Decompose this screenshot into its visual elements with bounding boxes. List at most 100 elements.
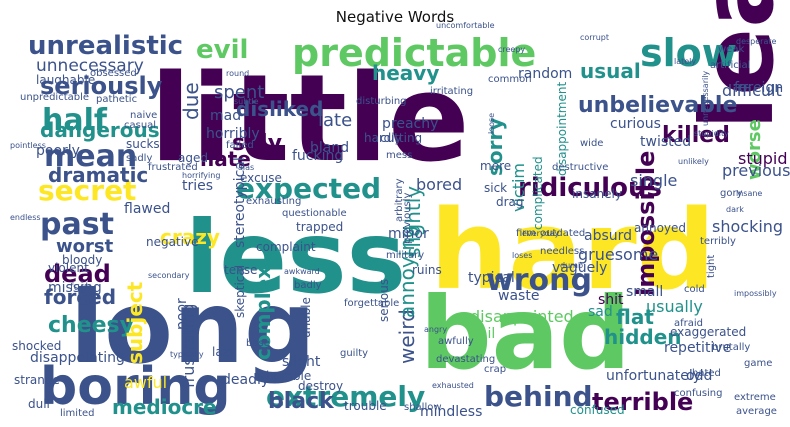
- word-mere: mere: [480, 159, 511, 173]
- word-casual: casual: [124, 120, 156, 131]
- word-excuse: excuse: [240, 171, 282, 185]
- word-black: black: [268, 389, 335, 414]
- word-dramatic: dramatic: [48, 163, 148, 187]
- word-bad: bad: [420, 275, 631, 392]
- word-difficult: difficult: [722, 81, 782, 100]
- word-terrible: terrible: [592, 388, 693, 416]
- word-stupidity: stupidity: [694, 129, 729, 138]
- word-dead: dead: [44, 260, 111, 288]
- word-late: late: [318, 110, 352, 131]
- word-devastating: devastating: [436, 354, 495, 365]
- word-extreme: extreme: [734, 392, 776, 403]
- word-seriously: seriously: [40, 72, 163, 100]
- word-half: half: [42, 103, 108, 138]
- word-less: less: [185, 199, 406, 316]
- word-previously: previously: [402, 192, 413, 244]
- word-destroy: destroy: [298, 379, 343, 393]
- word-lazy: lazy: [212, 345, 236, 359]
- word-desperate: desperate: [736, 37, 776, 46]
- word-creepy: creepy: [498, 45, 525, 54]
- word-curious: curious: [610, 116, 661, 132]
- word-unbelievable: unbelievable: [578, 93, 737, 118]
- word-small: small: [626, 284, 663, 300]
- word-horribly: horribly: [206, 126, 260, 142]
- word-repetitive: repetitive: [664, 340, 731, 356]
- word-unable: unable: [299, 297, 313, 338]
- word-mean: mean: [44, 139, 137, 174]
- word-hate: hate: [200, 147, 251, 171]
- word-mess: mess: [386, 150, 412, 161]
- word-destructive: destructive: [552, 162, 608, 173]
- word-loose: loose: [487, 113, 496, 134]
- word-usually: usually: [646, 297, 703, 316]
- word-disappointing: disappointing: [30, 350, 125, 366]
- word-awkward: awkward: [284, 267, 320, 276]
- word-dangerous: dangerous: [40, 118, 160, 142]
- word-humble: humble: [266, 369, 311, 383]
- word-sick: sick: [484, 181, 507, 195]
- word-sucks: sucks: [126, 137, 160, 151]
- word-cold: cold: [684, 284, 705, 295]
- word-angry: angry: [424, 325, 447, 334]
- word-sorry: sorry: [483, 118, 507, 176]
- word-twisted: twisted: [640, 134, 691, 150]
- word-crazy: crazy: [160, 225, 220, 249]
- word-everyday: everyday: [522, 229, 560, 238]
- word-dumb: dumb: [560, 261, 583, 270]
- word-wide: wide: [580, 138, 603, 149]
- word-trouble: trouble: [344, 399, 387, 413]
- word-weird: weird: [395, 309, 419, 364]
- word-impossible: impossible: [632, 151, 660, 296]
- word-expected: expected: [236, 172, 381, 205]
- word-tight: tight: [706, 255, 717, 278]
- word-predictable: predictable: [292, 31, 536, 75]
- word-unnecessarily: unnecessarily: [701, 71, 710, 126]
- word-bland: bland: [310, 140, 349, 156]
- word-minor: minor: [388, 226, 429, 242]
- word-boring: boring: [40, 357, 231, 417]
- word-secondary: secondary: [148, 271, 190, 280]
- word-long: long: [70, 269, 316, 386]
- word-slight: slight: [282, 354, 321, 370]
- word-badly: badly: [294, 280, 322, 291]
- word-poorly: poorly: [36, 143, 80, 159]
- word-frustrating: frustrating: [179, 304, 198, 388]
- word-terribly: terribly: [700, 236, 736, 247]
- word-forgettable: forgettable: [344, 298, 399, 309]
- word-shocked: shocked: [12, 339, 61, 353]
- word-skeptical: skeptical: [233, 265, 247, 318]
- word-firm: firm: [516, 228, 536, 239]
- word-dull: dull: [28, 397, 50, 411]
- word-ridiculous: ridiculous: [518, 173, 662, 203]
- word-poor: poor: [174, 298, 190, 330]
- word-needless: needless: [540, 246, 584, 257]
- word-sad: sad: [588, 304, 613, 320]
- word-artificial: artificial: [710, 60, 750, 71]
- word-dark: dark: [726, 205, 744, 214]
- word-hated: hated: [692, 368, 721, 379]
- word-unpredictable: unpredictable: [20, 92, 89, 103]
- word-victim: victim: [509, 163, 528, 212]
- word-unrealistic: unrealistic: [28, 31, 183, 61]
- word-cutting: cutting: [380, 131, 422, 145]
- word-little: little: [150, 50, 470, 189]
- word-behind: behind: [484, 380, 593, 413]
- word-vaguely: vaguely: [552, 260, 607, 276]
- word-heavy: heavy: [372, 61, 439, 85]
- word-missing: missing: [48, 280, 102, 296]
- word-tense: tense: [224, 263, 257, 277]
- word-unfortunately: unfortunately: [606, 368, 701, 384]
- word-silly: silly: [232, 131, 282, 156]
- word-typically: typically: [170, 350, 204, 359]
- word-questionable: questionable: [282, 208, 347, 219]
- word-alas: alas: [238, 163, 254, 172]
- word-lately: lately: [674, 57, 696, 66]
- word-bloody: bloody: [62, 253, 102, 267]
- word-insane: insane: [736, 189, 762, 198]
- word-impossibly: impossibly: [734, 289, 777, 298]
- word-subtle: subtle: [234, 97, 259, 106]
- word-fucking: fucking: [292, 148, 343, 164]
- word-common: common: [488, 74, 532, 85]
- word-subject: subject: [123, 281, 147, 364]
- word-average: average: [736, 406, 777, 417]
